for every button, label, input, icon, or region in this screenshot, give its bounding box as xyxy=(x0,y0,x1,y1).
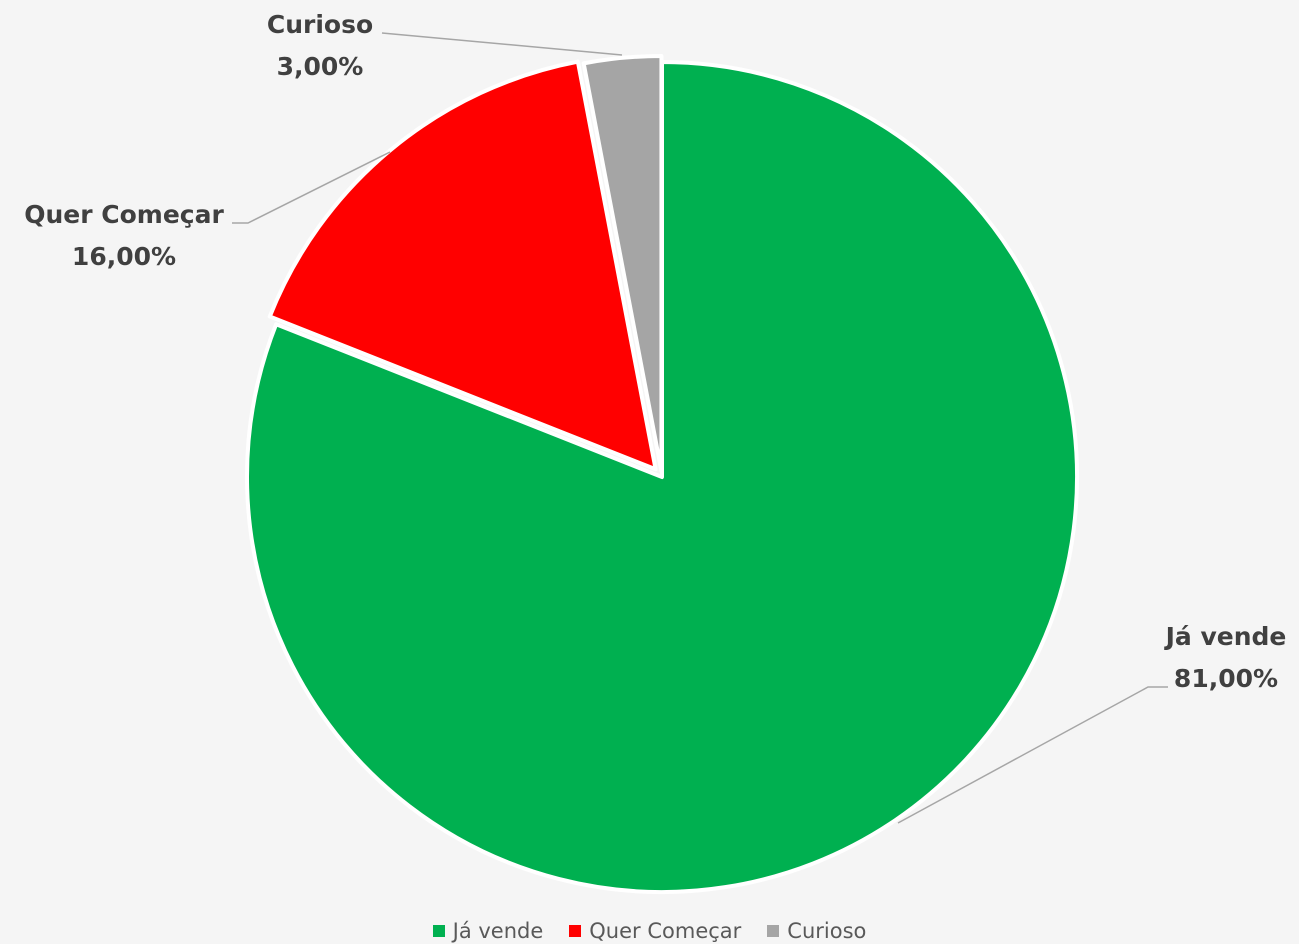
chart-legend: Já vende Quer Começar Curioso xyxy=(0,918,1299,944)
pie-slice-ja-vende[interactable] xyxy=(245,60,1079,894)
legend-swatch-curioso xyxy=(767,925,780,937)
leader-line-curioso xyxy=(381,32,623,56)
legend-item-quer-comecar[interactable]: Quer Começar xyxy=(569,919,741,943)
leader-line-ja-vende xyxy=(897,686,1168,824)
data-label-ja-vende-name: Já vende xyxy=(1164,622,1287,651)
legend-label-quer-comecar: Quer Começar xyxy=(589,919,742,943)
leader-lines xyxy=(232,32,1168,824)
data-label-curioso: Curioso 3,00% xyxy=(267,10,373,81)
data-label-curioso-value: 3,00% xyxy=(277,52,364,81)
data-label-quer-comecar-name: Quer Começar xyxy=(24,200,224,229)
legend-label-ja-vende: Já vende xyxy=(452,919,544,943)
legend-item-curioso[interactable]: Curioso xyxy=(767,919,866,943)
data-label-curioso-name: Curioso xyxy=(267,10,373,39)
leader-line-quer-comecar xyxy=(232,151,391,224)
pie-slice-quer-comecar[interactable] xyxy=(267,59,658,472)
data-label-ja-vende: Já vende 81,00% xyxy=(1164,622,1287,693)
legend-swatch-quer-comecar xyxy=(569,925,582,937)
data-label-ja-vende-value: 81,00% xyxy=(1174,664,1278,693)
legend-item-ja-vende[interactable]: Já vende xyxy=(432,919,544,943)
data-label-quer-comecar-value: 16,00% xyxy=(72,242,176,271)
pie-slice-curioso[interactable] xyxy=(581,54,664,474)
pie-slices xyxy=(245,54,1079,894)
legend-label-curioso: Curioso xyxy=(787,919,867,943)
data-label-quer-comecar: Quer Começar 16,00% xyxy=(24,200,224,271)
legend-swatch-ja-vende xyxy=(432,925,445,937)
